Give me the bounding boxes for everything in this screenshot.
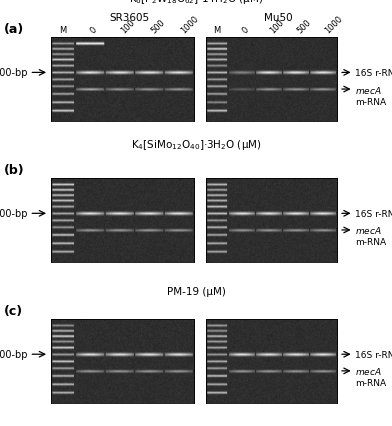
Text: 1000: 1000 (179, 14, 200, 35)
Text: m-RNA: m-RNA (355, 378, 386, 387)
Text: 500-bp: 500-bp (0, 68, 27, 78)
Text: $\it{mecA}$: $\it{mecA}$ (355, 225, 381, 236)
Text: PM-19 (μM): PM-19 (μM) (167, 286, 225, 296)
Text: 100: 100 (119, 17, 136, 35)
Text: 500: 500 (296, 17, 313, 35)
Text: m-RNA: m-RNA (355, 97, 386, 106)
Text: M: M (59, 26, 66, 35)
Text: K$_6$[P$_2$W$_{18}$O$_{62}$]·14H$_2$O (μM): K$_6$[P$_2$W$_{18}$O$_{62}$]·14H$_2$O (μ… (129, 0, 263, 6)
Text: 500-bp: 500-bp (0, 209, 27, 219)
Text: K$_4$[SiMo$_{12}$O$_{40}$]·3H$_2$O (μM): K$_4$[SiMo$_{12}$O$_{40}$]·3H$_2$O (μM) (131, 137, 261, 151)
Text: 100: 100 (268, 17, 286, 35)
Text: SR3605: SR3605 (110, 13, 150, 23)
Text: Mu50: Mu50 (264, 13, 292, 23)
Text: $\it{mecA}$: $\it{mecA}$ (355, 84, 381, 95)
Text: (b): (b) (4, 164, 25, 177)
Text: $\it{mecA}$: $\it{mecA}$ (355, 366, 381, 377)
Text: (c): (c) (4, 305, 23, 317)
Text: 500: 500 (149, 17, 167, 35)
Text: 16S r-RNA: 16S r-RNA (355, 350, 392, 359)
Text: 0: 0 (89, 25, 99, 35)
Text: 16S r-RNA: 16S r-RNA (355, 209, 392, 218)
Text: (a): (a) (4, 23, 24, 36)
Text: M: M (213, 26, 220, 35)
Text: m-RNA: m-RNA (355, 238, 386, 247)
Text: 16S r-RNA: 16S r-RNA (355, 69, 392, 78)
Text: 1000: 1000 (323, 14, 345, 35)
Text: 500-bp: 500-bp (0, 349, 27, 360)
Text: 0: 0 (241, 25, 250, 35)
